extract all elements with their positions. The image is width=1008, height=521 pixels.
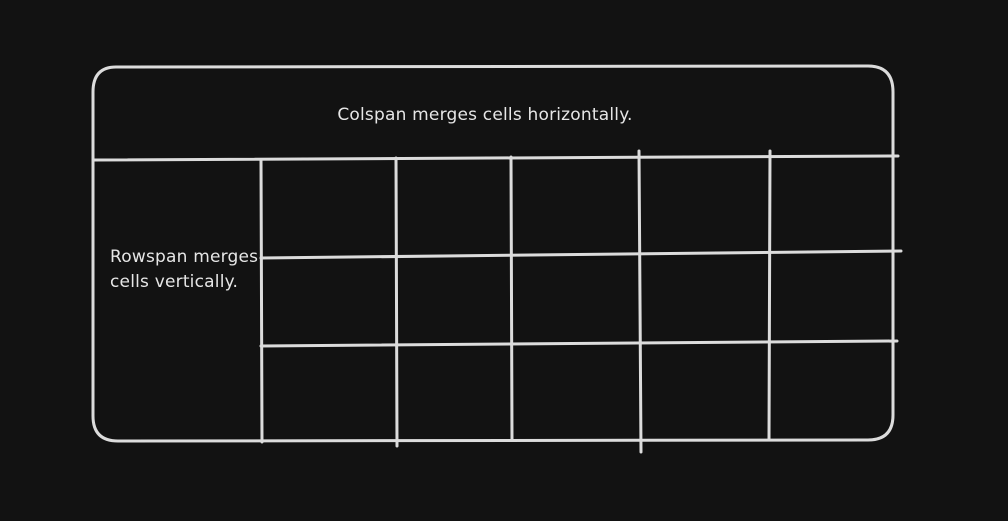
table-outer-frame (91, 64, 895, 443)
column-divider-5 (767, 149, 772, 442)
column-divider-2 (394, 156, 399, 448)
column-divider-1 (259, 158, 264, 444)
header-row-divider (91, 154, 900, 162)
column-divider-3 (509, 155, 514, 442)
row-divider-1 (259, 249, 903, 260)
column-divider-4 (637, 149, 643, 454)
rowspan-label-line-2: cells vertically. (110, 272, 238, 292)
rowspan-label-line-1: Rowspan merges (110, 247, 258, 267)
colspan-label: Colspan merges cells horizontally. (337, 105, 632, 125)
row-divider-2 (259, 339, 899, 348)
